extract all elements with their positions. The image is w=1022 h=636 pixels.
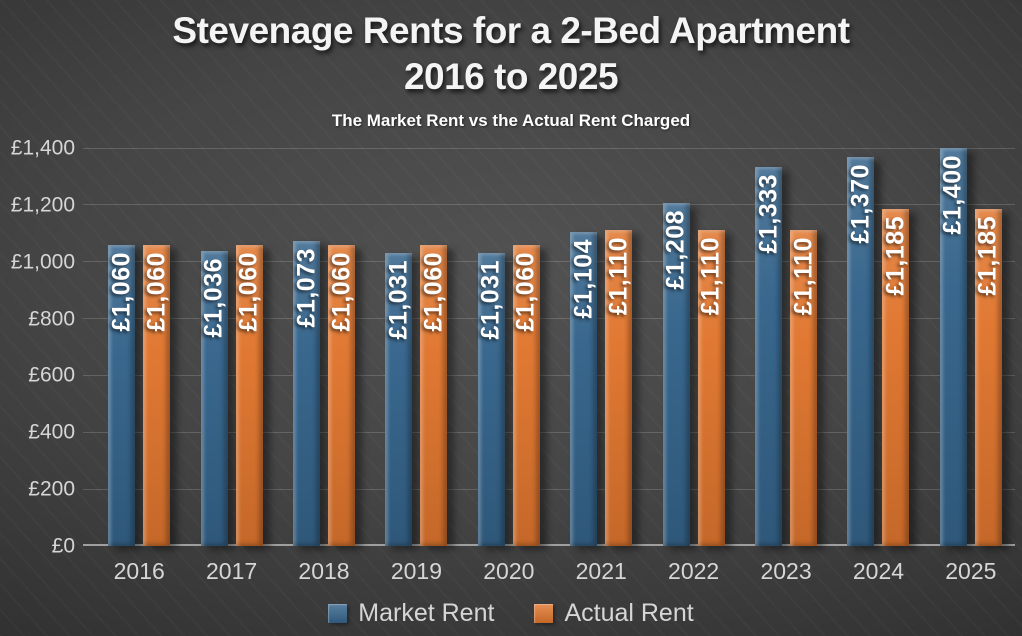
bar-value-label: £1,104 [569, 239, 598, 319]
bar-group-2018: £1,073 £1,060 [278, 148, 370, 546]
bar-value-label: £1,400 [938, 155, 967, 235]
bar-group-2016: £1,060 £1,060 [93, 148, 185, 546]
legend-swatch-actual-rent [534, 604, 554, 623]
bar-market-rent-2019: £1,031 [384, 252, 413, 546]
x-tick-label-2019: 2019 [390, 558, 442, 584]
bar-value-label: £1,060 [234, 251, 263, 332]
chart-subtitle: The Market Rent vs the Actual Rent Charg… [331, 111, 691, 130]
bar-group-2022: £1,208 £1,110 [647, 148, 739, 546]
bar-value-label: £1,185 [881, 216, 910, 296]
x-tick-label-2021: 2021 [575, 558, 627, 584]
bar-market-rent-2024: £1,370 [846, 156, 875, 546]
bar-value-label: £1,185 [973, 216, 1002, 296]
bar-value-label: £1,110 [696, 237, 725, 316]
bar-group-2021: £1,104 £1,110 [555, 148, 647, 546]
bar-value-label: £1,060 [511, 251, 540, 332]
bar-market-rent-2021: £1,104 [569, 232, 598, 546]
legend-item-market-rent: Market Rent [328, 599, 494, 628]
y-tick-label: £800 [28, 307, 75, 331]
x-tick-label-2022: 2022 [668, 558, 720, 584]
chart-title-line2: 2016 to 2025 [403, 56, 619, 97]
bar-market-rent-2017: £1,036 [199, 251, 228, 546]
bar-value-label: £1,110 [604, 237, 633, 316]
legend-label-market-rent: Market Rent [358, 599, 495, 627]
bar-market-rent-2025: £1,400 [938, 148, 967, 546]
bar-value-label: £1,370 [846, 163, 875, 243]
bar-value-label: £1,031 [476, 259, 505, 340]
bar-actual-rent-2016: £1,060 [142, 244, 171, 546]
legend-swatch-market-rent [328, 604, 348, 623]
chart-header: Stevenage Rents for a 2-Bed Apartment 20… [0, 8, 1022, 100]
bar-actual-rent-2022: £1,110 [696, 230, 725, 546]
bar-value-label: £1,208 [661, 209, 690, 290]
bar-actual-rent-2023: £1,110 [789, 230, 818, 546]
bar-groups: £1,060 £1,060 £1,036 £1,060 £1,073 £1,060 £1,0… [93, 148, 1017, 546]
x-tick-label-2018: 2018 [298, 558, 350, 584]
bar-actual-rent-2017: £1,060 [234, 244, 263, 546]
gridline [83, 318, 1015, 320]
bar-group-2025: £1,400 £1,185 [925, 148, 1017, 546]
y-tick-label: £200 [28, 477, 75, 501]
bar-group-2017: £1,036 £1,060 [185, 148, 277, 546]
bar-market-rent-2023: £1,333 [754, 167, 783, 546]
bar-actual-rent-2021: £1,110 [604, 230, 633, 546]
bar-actual-rent-2019: £1,060 [419, 244, 448, 546]
y-tick-label: £1,000 [10, 250, 75, 274]
gridline [83, 204, 1015, 206]
x-axis-line [83, 544, 1015, 546]
bar-value-label: £1,036 [199, 258, 228, 338]
y-tick-label: £1,400 [10, 136, 75, 160]
y-tick-label: £600 [28, 363, 75, 387]
gridline [83, 488, 1015, 490]
bar-actual-rent-2024: £1,185 [881, 209, 910, 546]
y-axis-labels: £0 £200 £400 £600 £800 £1,000 £1,200 £1,400 [0, 138, 80, 557]
bar-actual-rent-2025: £1,185 [973, 209, 1002, 546]
bar-actual-rent-2020: £1,060 [511, 244, 540, 546]
legend-item-actual-rent: Actual Rent [534, 599, 694, 628]
x-tick-label-2020: 2020 [483, 558, 535, 584]
bar-value-label: £1,060 [107, 251, 136, 332]
bar-group-2023: £1,333 £1,110 [740, 148, 832, 546]
bar-value-label: £1,060 [419, 251, 448, 332]
bar-value-label: £1,060 [327, 251, 356, 332]
legend: Market Rent Actual Rent [0, 599, 1022, 628]
gridline [83, 431, 1015, 433]
bar-value-label: £1,031 [384, 259, 413, 340]
bar-market-rent-2018: £1,073 [292, 240, 321, 546]
y-tick-label: £1,200 [10, 193, 75, 217]
bar-group-2020: £1,031 £1,060 [463, 148, 555, 546]
bar-group-2024: £1,370 £1,185 [832, 148, 924, 546]
bar-group-2019: £1,031 £1,060 [370, 148, 462, 546]
chart-title-line1: Stevenage Rents for a 2-Bed Apartment [172, 10, 850, 51]
x-tick-label-2024: 2024 [852, 558, 905, 584]
bar-value-label: £1,073 [292, 247, 321, 328]
x-axis-labels: 2016 2017 2018 2019 2020 2021 2022 2023 2024 2025 [93, 558, 1017, 584]
gridline [83, 147, 1015, 149]
gridline [83, 261, 1015, 263]
plot-area: £1,060 £1,060 £1,036 £1,060 £1,073 £1,060 £1,0… [83, 147, 1017, 546]
gridline [83, 374, 1015, 376]
x-tick-label-2023: 2023 [760, 558, 812, 584]
bar-value-label: £1,060 [142, 251, 171, 332]
y-tick-label: £0 [51, 534, 75, 558]
bar-market-rent-2020: £1,031 [476, 252, 505, 546]
bar-value-label: £1,333 [754, 174, 783, 254]
legend-label-actual-rent: Actual Rent [564, 599, 694, 627]
bar-market-rent-2016: £1,060 [107, 244, 136, 546]
bar-actual-rent-2018: £1,060 [327, 244, 356, 546]
x-tick-label-2017: 2017 [206, 558, 258, 584]
x-tick-label-2016: 2016 [113, 558, 165, 584]
bar-value-label: £1,110 [789, 237, 818, 316]
bar-market-rent-2022: £1,208 [661, 202, 690, 546]
y-tick-label: £400 [28, 420, 75, 444]
x-tick-label-2025: 2025 [945, 558, 997, 584]
